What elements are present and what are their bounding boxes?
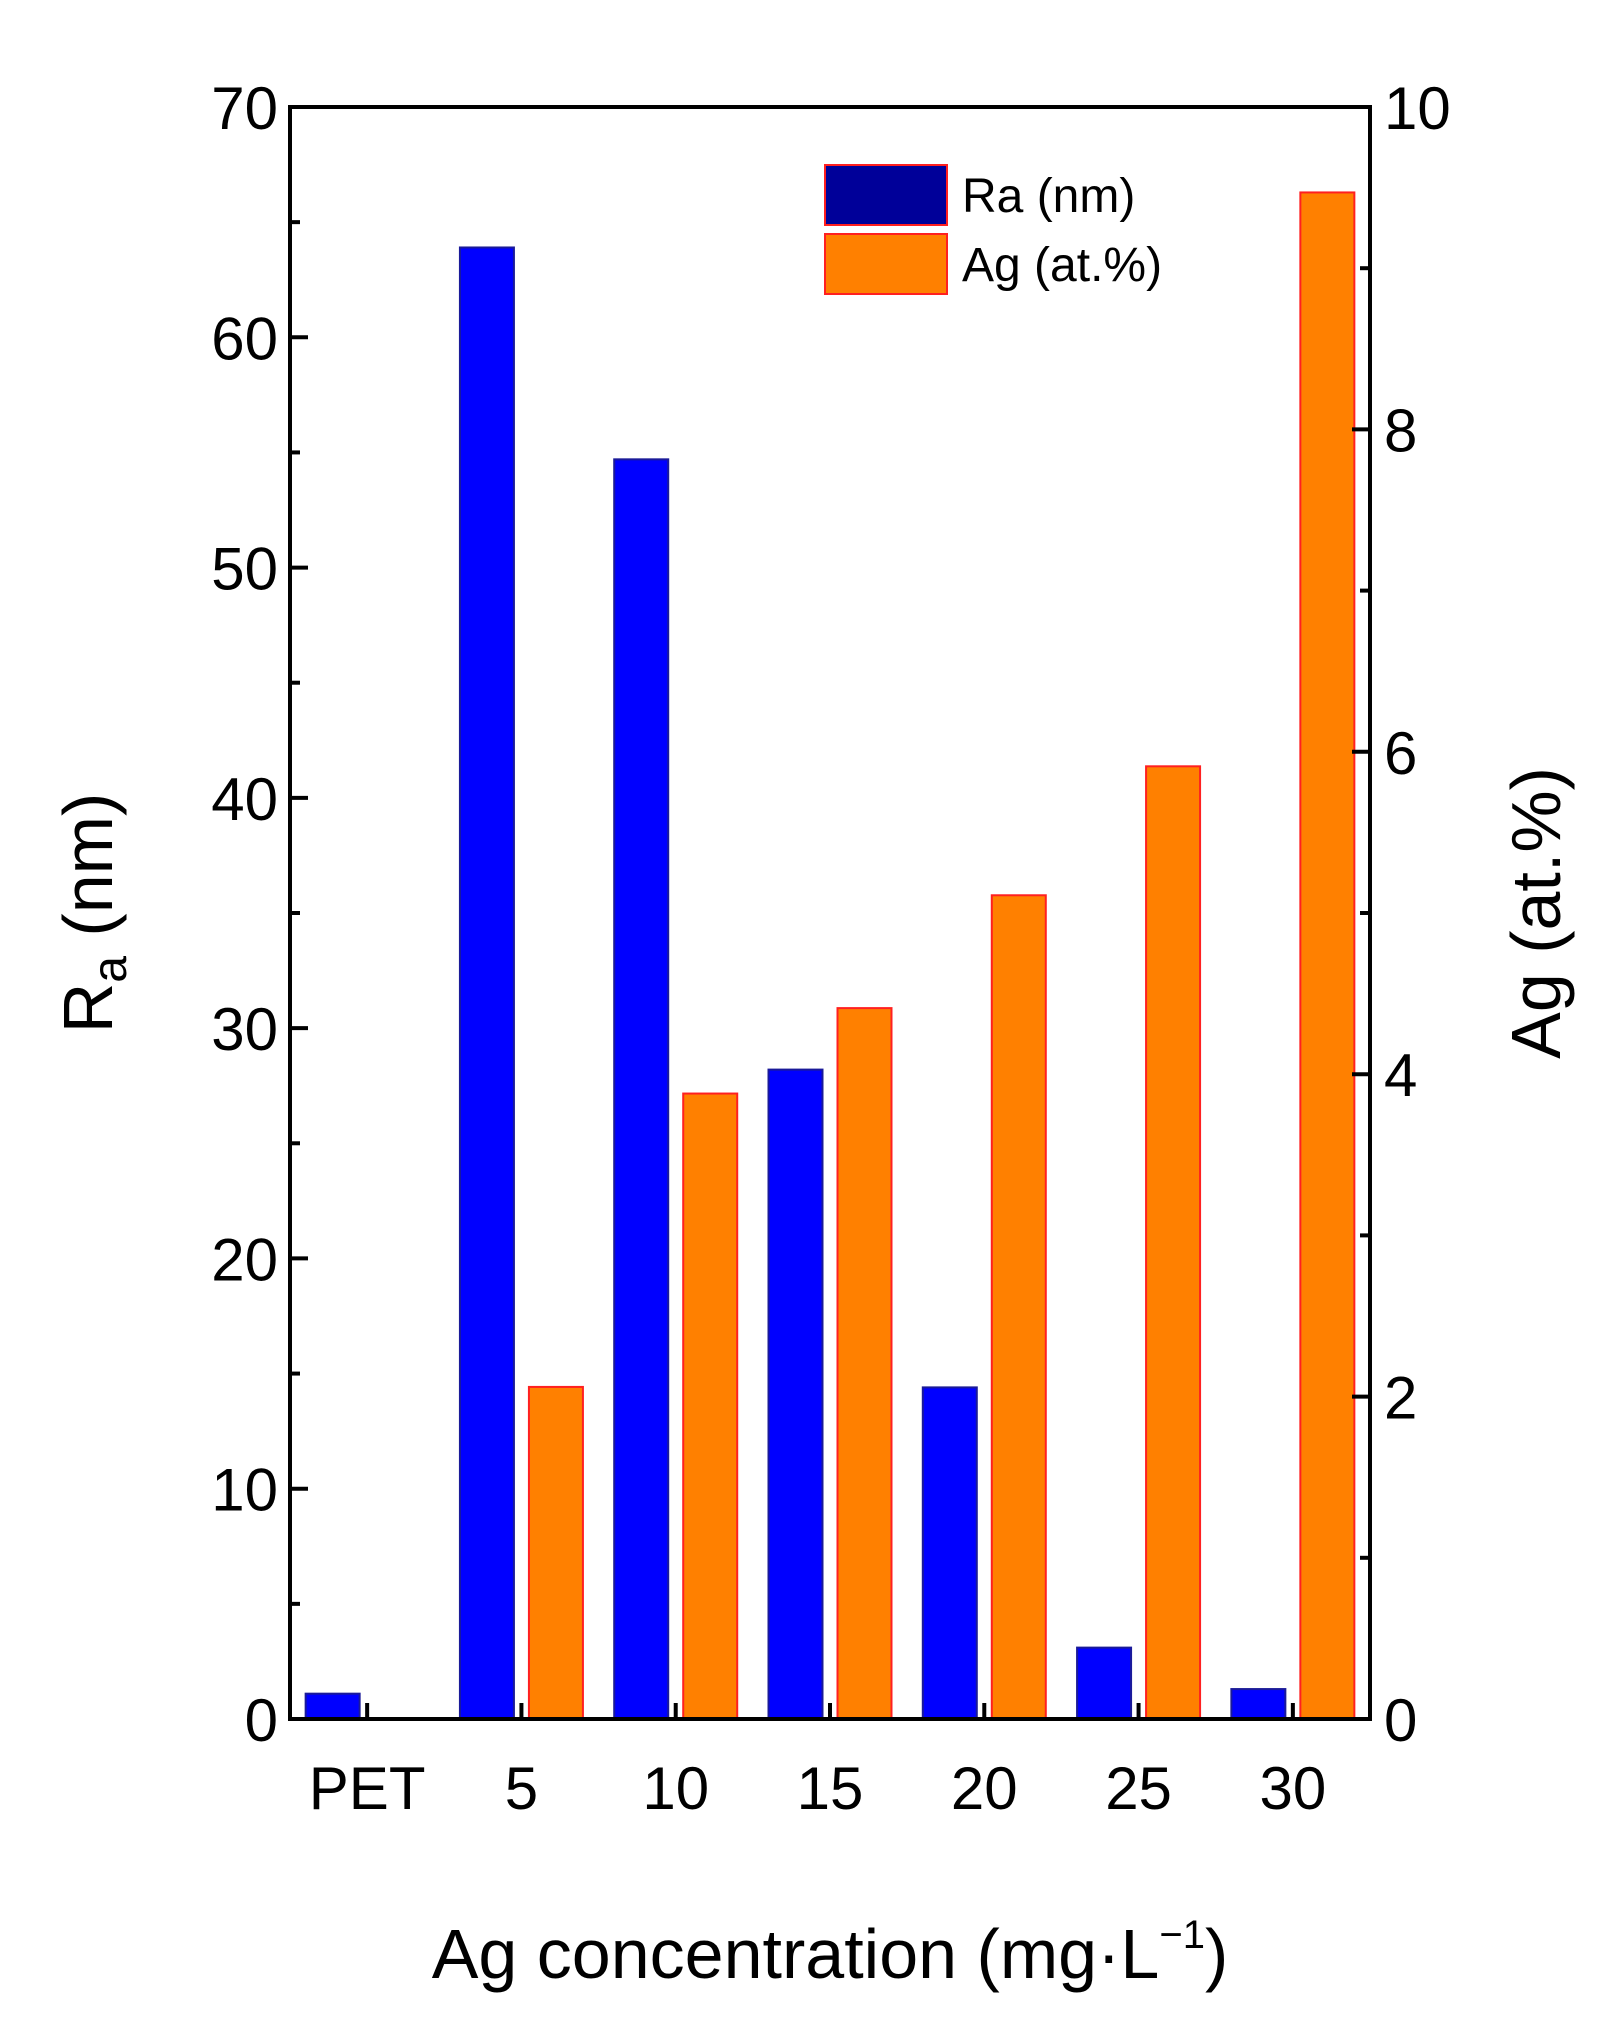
legend-label-ra: Ra (nm) [962, 170, 1135, 223]
y2-tick-label-6: 6 [1384, 720, 1417, 787]
y2-tick-label-10: 10 [1384, 75, 1451, 142]
plot-frame [288, 105, 1372, 1721]
x-axis-title-close: ) [1205, 1915, 1228, 1993]
x-tick-label-5: 5 [505, 1755, 538, 1822]
y-axis-title-rest: (nm) [49, 793, 127, 956]
x-tick-label-30: 30 [1259, 1755, 1326, 1822]
y2-tick-label-0: 0 [1384, 1687, 1417, 1754]
legend-swatch-ra [824, 164, 948, 226]
y-tick-label-60: 60 [211, 305, 278, 372]
x-tick-label-20: 20 [951, 1755, 1018, 1822]
y-axis-title-main: R [49, 983, 127, 1034]
bar-ag-20 [990, 894, 1047, 1720]
y-tick-label-0: 0 [245, 1687, 278, 1754]
bars-layer [304, 191, 1356, 1721]
y-tick-label-50: 50 [211, 536, 278, 603]
y-tick-label-30: 30 [211, 996, 278, 1063]
bar-ra-5 [458, 246, 515, 1721]
bar-ag-30 [1299, 191, 1356, 1720]
bar-ra-30 [1230, 1688, 1287, 1721]
y-tick-label-20: 20 [211, 1226, 278, 1293]
x-axis-title-main: Ag concentration (mg·L [432, 1915, 1160, 1993]
y2-axis-title: Ag (at.%) [1497, 767, 1575, 1059]
x-tick-label-25: 25 [1105, 1755, 1172, 1822]
y-tick-label-70: 70 [211, 75, 278, 142]
bar-ag-15 [836, 1007, 893, 1720]
bar-ra-10 [613, 458, 670, 1720]
y2-tick-label-8: 8 [1384, 397, 1417, 464]
x-axis-title: Ag concentration (mg·L−1) [432, 1913, 1229, 1993]
x-tick-label-pet: PET [309, 1755, 426, 1822]
x-tick-label-15: 15 [797, 1755, 864, 1822]
legend: Ra (nm) Ag (at.%) [824, 164, 1162, 295]
bar-ra-20 [921, 1386, 978, 1720]
y-axis-title: Ra (nm) [49, 793, 137, 1034]
bar-ag-10 [682, 1092, 739, 1720]
bar-ra-pet [304, 1692, 361, 1721]
bar-ag-5 [527, 1385, 584, 1720]
y-tick-label-40: 40 [211, 766, 278, 833]
y-axis-title-sub: a [84, 956, 137, 983]
y-tick-label-10: 10 [211, 1457, 278, 1524]
legend-swatch-ag [824, 233, 948, 295]
x-axis-title-sup: −1 [1159, 1913, 1205, 1957]
bar-ag-25 [1145, 765, 1202, 1720]
bar-ra-15 [767, 1068, 824, 1720]
y2-tick-label-2: 2 [1384, 1365, 1417, 1432]
legend-label-ag: Ag (at.%) [962, 239, 1162, 292]
y2-tick-label-4: 4 [1384, 1042, 1417, 1109]
x-tick-label-10: 10 [642, 1755, 709, 1822]
axes-layer: 0 10 20 30 40 50 60 70 0 2 4 6 8 10 PET 5 10 15 20 25 30 [211, 75, 1451, 1822]
bar-ra-25 [1076, 1646, 1133, 1721]
